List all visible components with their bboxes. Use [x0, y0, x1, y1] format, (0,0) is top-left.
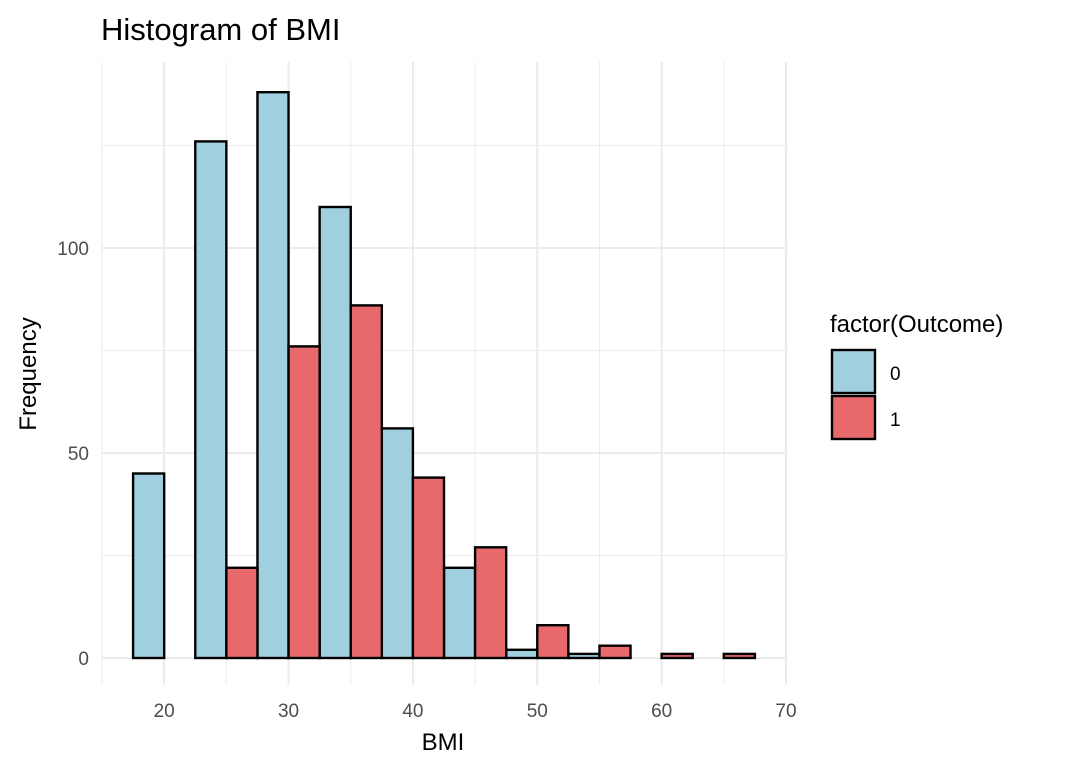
bar-series-1-2	[287, 345, 321, 660]
legend: factor(Outcome) 0 1	[830, 311, 1003, 441]
bar-series-1-5	[473, 546, 508, 660]
bars	[131, 90, 757, 660]
bar-series-1-7	[598, 644, 632, 660]
x-tick-label-60: 60	[651, 701, 672, 722]
bar-series-1-8	[660, 652, 694, 660]
x-axis-title: BMI	[422, 729, 465, 756]
y-tick-label-100: 100	[57, 239, 89, 260]
bar-series-0-1	[194, 140, 228, 660]
x-tick-label-30: 30	[278, 701, 299, 722]
y-tick-label-0: 0	[78, 649, 89, 670]
bar-series-1-9	[722, 652, 757, 660]
legend-key-1	[830, 394, 877, 441]
x-tick-label-70: 70	[775, 701, 796, 722]
legend-key-0	[830, 348, 877, 395]
bar-series-0-6	[504, 648, 539, 660]
x-tick-label-50: 50	[527, 701, 548, 722]
bar-series-0-3	[318, 205, 352, 660]
x-tick-label-40: 40	[402, 701, 423, 722]
bar-series-0-4	[380, 427, 415, 660]
y-tick-label-50: 50	[68, 444, 89, 465]
bar-series-1-1	[225, 566, 259, 660]
legend-label-0: 0	[890, 364, 901, 385]
tick-labels: 20 30 40 50 60 70 0 50 100	[57, 239, 796, 722]
legend-title: factor(Outcome)	[830, 311, 1003, 338]
chart-title: Histogram of BMI	[101, 12, 340, 47]
bar-series-1-6	[536, 624, 570, 660]
x-tick-label-20: 20	[154, 701, 175, 722]
bar-series-1-3	[349, 304, 384, 660]
y-axis-title: Frequency	[15, 317, 42, 430]
bar-series-0-2	[256, 90, 290, 660]
bar-series-0-7	[567, 652, 601, 660]
legend-label-1: 1	[890, 410, 901, 431]
bar-series-0-0	[131, 472, 166, 660]
bar-series-0-5	[442, 566, 477, 660]
bar-series-1-4	[411, 476, 446, 660]
